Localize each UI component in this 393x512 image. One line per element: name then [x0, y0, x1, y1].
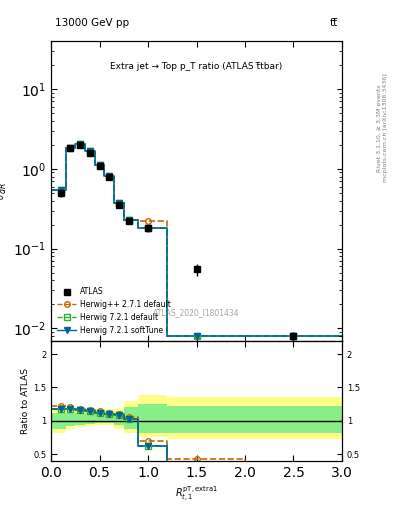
Legend: ATLAS, Herwig++ 2.7.1 default, Herwig 7.2.1 default, Herwig 7.2.1 softTune: ATLAS, Herwig++ 2.7.1 default, Herwig 7.…	[55, 285, 173, 337]
X-axis label: $R_{t,1}^{\mathrm{pT,extra1}}$: $R_{t,1}^{\mathrm{pT,extra1}}$	[175, 485, 218, 504]
Text: ATLAS_2020_I1801434: ATLAS_2020_I1801434	[153, 308, 240, 317]
Y-axis label: Ratio to ATLAS: Ratio to ATLAS	[21, 368, 30, 434]
Text: mcplots.cern.ch [arXiv:1306.3436]: mcplots.cern.ch [arXiv:1306.3436]	[383, 74, 387, 182]
Text: 13000 GeV pp: 13000 GeV pp	[55, 18, 129, 28]
Text: tt̅: tt̅	[330, 18, 338, 28]
Text: Extra jet → Top p_T ratio (ATLAS t̅tbar): Extra jet → Top p_T ratio (ATLAS t̅tbar)	[110, 62, 283, 71]
Text: Rivet 3.1.10, ≥ 3.3M events: Rivet 3.1.10, ≥ 3.3M events	[377, 84, 382, 172]
Y-axis label: $\frac{1}{\sigma}\frac{d\sigma}{dR}$: $\frac{1}{\sigma}\frac{d\sigma}{dR}$	[0, 182, 10, 200]
